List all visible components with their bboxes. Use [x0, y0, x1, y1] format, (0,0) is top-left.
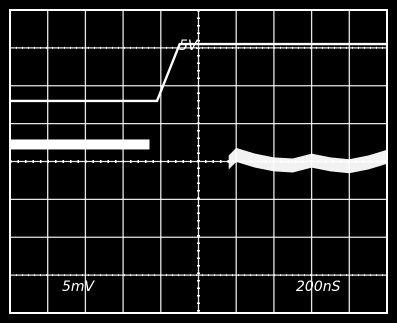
channel-scale-label: 5mV [62, 279, 96, 295]
trace-input-step [10, 42, 387, 103]
scope-labels: 5V 5mV 200nS [62, 38, 341, 295]
edge-marker-label: 5V [179, 38, 199, 54]
trace-noise-band [10, 139, 150, 150]
timebase-label: 200nS [296, 279, 341, 295]
graticule [10, 10, 387, 313]
screen-frame [9, 9, 388, 314]
traces [10, 42, 387, 174]
trace-ringing-band [228, 147, 387, 174]
